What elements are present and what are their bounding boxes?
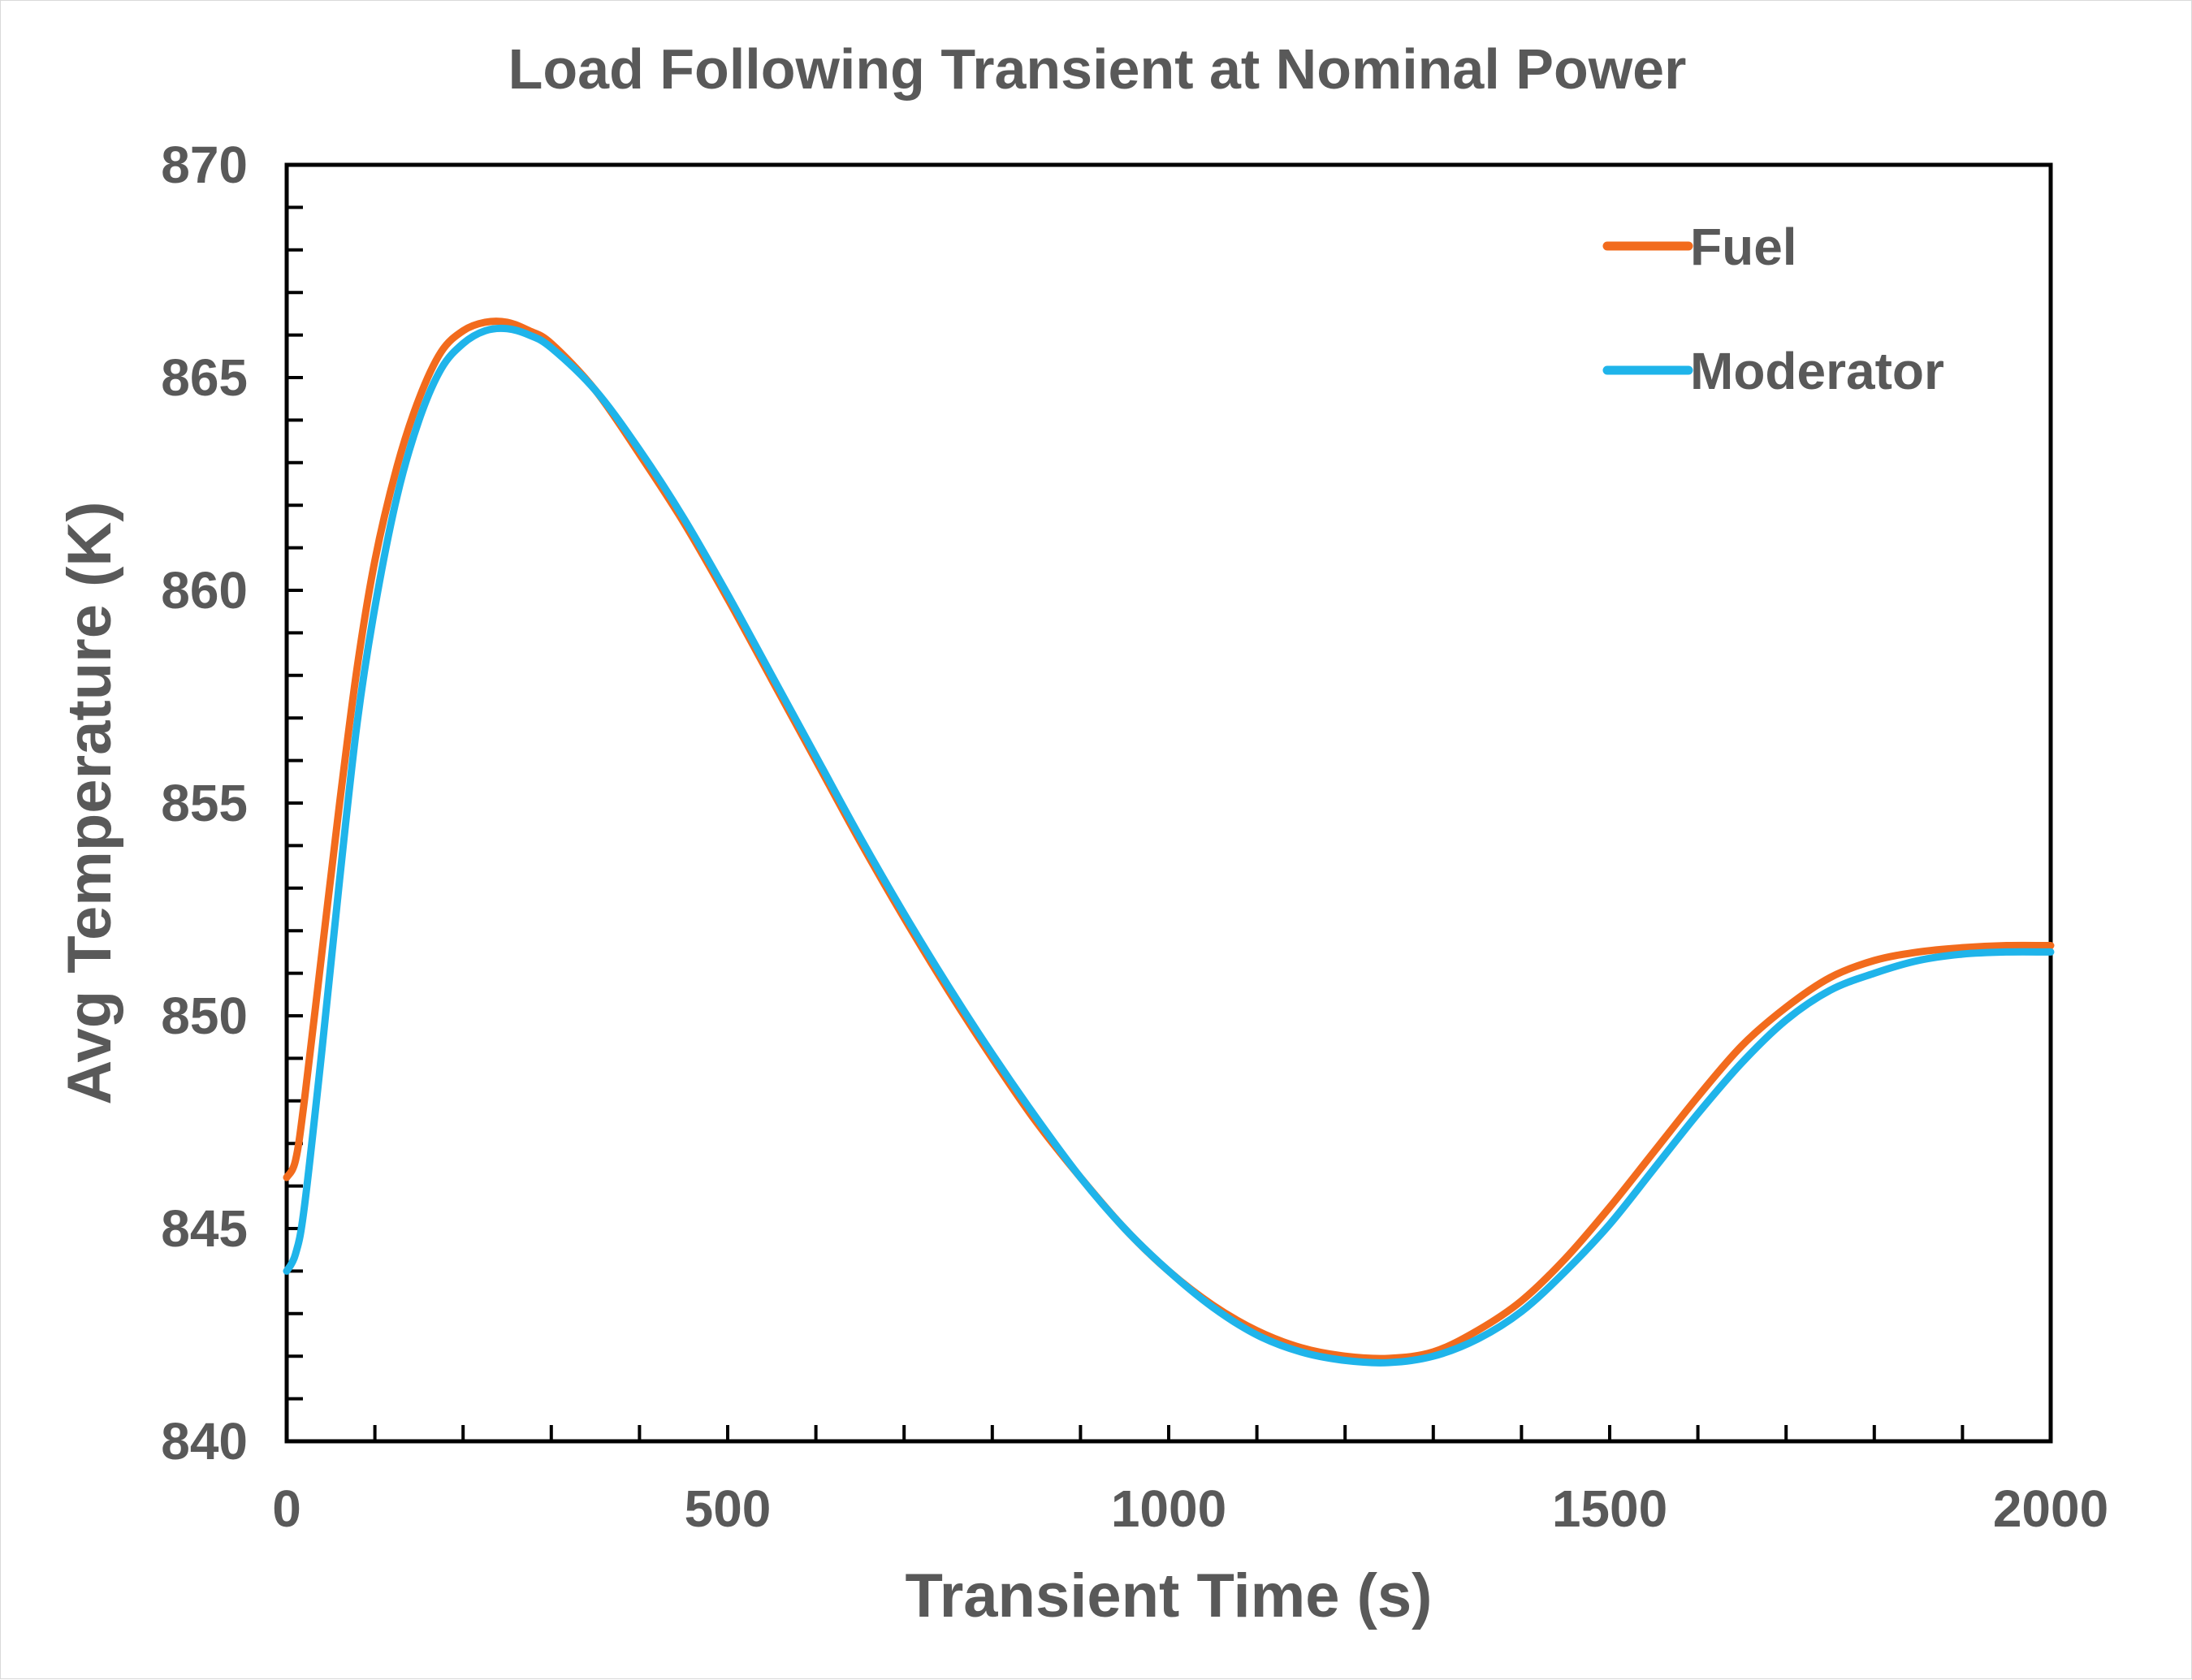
x-tick-label: 500 [685, 1479, 772, 1538]
legend-label-moderator: Moderator [1690, 342, 1944, 400]
legend-label-fuel: Fuel [1690, 218, 1797, 276]
y-tick-label: 870 [161, 136, 248, 194]
y-tick-labels: 840 845 850 855 860 865 870 [161, 136, 248, 1471]
series-line-moderator [283, 324, 2055, 1367]
y-tick-label: 850 [161, 987, 248, 1045]
legend: Fuel Moderator [1602, 218, 1944, 400]
chart-title: Load Following Transient at Nominal Powe… [508, 37, 1687, 101]
x-minor-ticks [373, 1425, 1965, 1441]
x-tick-label: 1000 [1111, 1479, 1226, 1538]
y-tick-label: 860 [161, 561, 248, 620]
series-lines [283, 317, 2055, 1367]
y-tick-label: 845 [161, 1199, 248, 1258]
y-axis-title: Avg Temperature (K) [55, 501, 124, 1104]
x-axis-title: Transient Time (s) [905, 1561, 1432, 1630]
y-tick-label: 855 [161, 774, 248, 832]
x-tick-label: 1500 [1552, 1479, 1667, 1538]
x-tick-labels: 0 500 1000 1500 2000 [272, 1479, 2108, 1538]
y-tick-label: 865 [161, 348, 248, 407]
y-tick-label: 840 [161, 1412, 248, 1471]
x-tick-label: 0 [272, 1479, 301, 1538]
x-tick-label: 2000 [1993, 1479, 2108, 1538]
